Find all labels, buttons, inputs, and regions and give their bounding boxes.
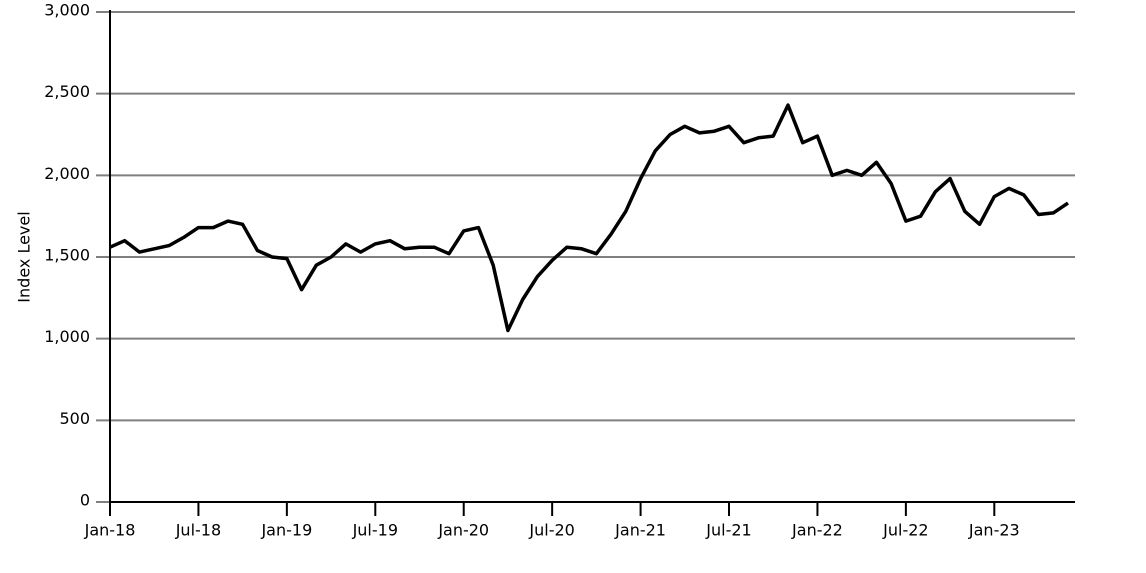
x-tick-label: Jan-19 — [260, 521, 312, 540]
y-tick-label: 1,500 — [44, 246, 90, 265]
y-tick-label: 3,000 — [44, 1, 90, 20]
y-axis-label: Index Level — [15, 211, 34, 302]
x-tick-label: Jul-21 — [705, 521, 751, 540]
x-tick-label: Jul-18 — [175, 521, 221, 540]
x-tick-label: Jan-20 — [437, 521, 489, 540]
line — [109, 103, 1069, 333]
y-tick-label: 0 — [80, 491, 90, 510]
x-tick-label: Jan-21 — [614, 521, 666, 540]
x-tick-label: Jul-20 — [528, 521, 574, 540]
x-tick-label: Jan-22 — [791, 521, 843, 540]
y-tick-label: 1,000 — [44, 327, 90, 346]
x-tick-label: Jan-18 — [84, 521, 136, 540]
x-tick-label: Jul-22 — [882, 521, 928, 540]
y-tick-label: 500 — [59, 409, 90, 428]
x-tick-label: Jan-23 — [968, 521, 1020, 540]
y-tick-label: 2,000 — [44, 164, 90, 183]
x-tick-label: Jul-19 — [352, 521, 398, 540]
y-tick-label: 2,500 — [44, 82, 90, 101]
